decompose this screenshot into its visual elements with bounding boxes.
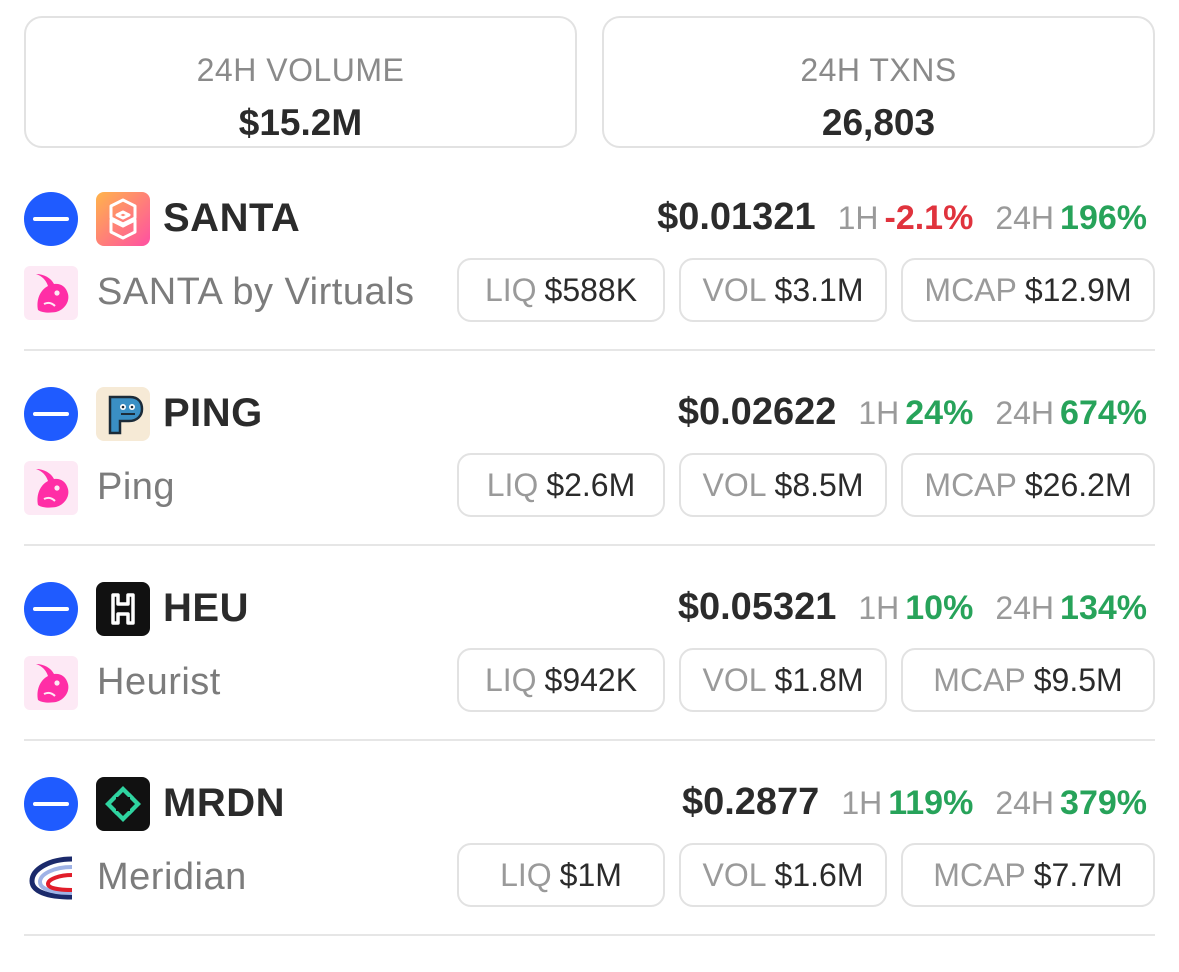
token-name: Meridian (97, 856, 247, 898)
mcap-pill: MCAP $7.7M (901, 843, 1155, 907)
change-24h-label: 24H (995, 200, 1055, 236)
change-1h-value: -2.1% (884, 199, 974, 237)
txns-value: 26,803 (821, 102, 936, 143)
uniswap-icon (24, 656, 78, 710)
volume-label: 24H VOLUME (196, 52, 405, 88)
change-24h-label: 24H (995, 395, 1055, 431)
price-line: $0.2877 1H 119% 24H 379% (682, 781, 1147, 824)
liq-label: LIQ (484, 271, 537, 308)
volume-pill: VOL $1.8M (679, 648, 887, 712)
mcap-pill: MCAP $26.2M (901, 453, 1155, 517)
volume-pill: VOL $3.1M (679, 258, 887, 322)
change-24h-value: 134% (1060, 589, 1147, 627)
mcap-value: $12.9M (1024, 271, 1132, 308)
change-1h-label: 1H (837, 200, 879, 236)
meridian-dex-icon (24, 851, 78, 905)
volume-value: $15.2M (238, 102, 363, 143)
ping-logo-icon (96, 387, 150, 441)
liquidity-pill: LIQ $2.6M (457, 453, 665, 517)
token-row-mrdn[interactable]: MRDN $0.2877 1H 119% 24H 379% Meridian LIQ $1… (0, 777, 1179, 972)
row-divider (24, 544, 1155, 546)
mcap-label: MCAP (924, 466, 1017, 503)
liq-value: $1M (559, 856, 622, 893)
liq-value: $942K (544, 661, 638, 698)
liq-label: LIQ (500, 856, 552, 893)
liquidity-pill: LIQ $942K (457, 648, 665, 712)
token-row-santa[interactable]: SANTA $0.01321 1H -2.1% 24H 196% SANTA by Vi… (0, 192, 1179, 387)
token-symbol: SANTA (163, 196, 301, 240)
token-row-ping[interactable]: PING $0.02622 1H 24% 24H 674% Ping LIQ $2.6M … (0, 387, 1179, 582)
mcap-label: MCAP (924, 271, 1017, 308)
change-24h-label: 24H (995, 590, 1055, 626)
vol-value: $1.6M (774, 856, 864, 893)
mcap-value: $26.2M (1024, 466, 1132, 503)
vol-label: VOL (702, 271, 767, 308)
vol-value: $8.5M (774, 466, 864, 503)
token-name: SANTA by Virtuals (97, 271, 415, 313)
token-price: $0.2877 (681, 781, 820, 823)
base-chain-icon (24, 387, 78, 441)
change-24h-value: 196% (1060, 199, 1147, 237)
txns-card: 24H TXNS 26,803 (602, 16, 1155, 148)
santa-logo-icon (96, 192, 150, 246)
txns-label: 24H TXNS (800, 52, 957, 88)
price-line: $0.01321 1H -2.1% 24H 196% (657, 196, 1147, 239)
change-24h-label: 24H (995, 785, 1055, 821)
change-1h-value: 119% (888, 784, 974, 822)
base-chain-icon (24, 777, 78, 831)
price-line: $0.05321 1H 10% 24H 134% (678, 586, 1147, 629)
base-chain-icon (24, 192, 78, 246)
mcap-label: MCAP (933, 661, 1026, 698)
liquidity-pill: LIQ $1M (457, 843, 665, 907)
token-name: Ping (97, 466, 176, 508)
change-24h-value: 379% (1060, 784, 1147, 822)
liq-label: LIQ (484, 661, 537, 698)
price-line: $0.02622 1H 24% 24H 674% (678, 391, 1147, 434)
volume-pill: VOL $8.5M (679, 453, 887, 517)
vol-value: $1.8M (774, 661, 864, 698)
change-1h-label: 1H (858, 590, 900, 626)
mcap-value: $9.5M (1033, 661, 1123, 698)
mcap-pill: MCAP $12.9M (901, 258, 1155, 322)
volume-pill: VOL $1.6M (679, 843, 887, 907)
change-24h-value: 674% (1060, 394, 1147, 432)
change-1h-value: 10% (905, 589, 974, 627)
change-1h-value: 24% (905, 394, 974, 432)
mcap-label: MCAP (933, 856, 1026, 893)
vol-label: VOL (702, 856, 767, 893)
token-name: Heurist (97, 661, 221, 703)
token-symbol: HEU (163, 586, 249, 630)
token-price: $0.01321 (657, 196, 816, 238)
vol-label: VOL (702, 466, 767, 503)
row-divider (24, 349, 1155, 351)
liquidity-pill: LIQ $588K (457, 258, 665, 322)
mcap-pill: MCAP $9.5M (901, 648, 1155, 712)
vol-label: VOL (702, 661, 767, 698)
liq-value: $2.6M (546, 466, 636, 503)
liq-label: LIQ (486, 466, 539, 503)
volume-card: 24H VOLUME $15.2M (24, 16, 577, 148)
row-divider (24, 739, 1155, 741)
change-1h-label: 1H (841, 785, 883, 821)
change-1h-label: 1H (858, 395, 900, 431)
token-price: $0.05321 (677, 586, 837, 628)
heurist-logo-icon (96, 582, 150, 636)
token-price: $0.02622 (677, 391, 837, 433)
token-symbol: MRDN (163, 781, 285, 825)
uniswap-icon (24, 266, 78, 320)
meridian-logo-icon (96, 777, 150, 831)
uniswap-icon (24, 461, 78, 515)
vol-value: $3.1M (774, 271, 864, 308)
row-divider (24, 934, 1155, 936)
token-symbol: PING (163, 391, 263, 435)
mcap-value: $7.7M (1033, 856, 1123, 893)
base-chain-icon (24, 582, 78, 636)
liq-value: $588K (544, 271, 638, 308)
token-row-heu[interactable]: HEU $0.05321 1H 10% 24H 134% Heurist LIQ $942… (0, 582, 1179, 777)
